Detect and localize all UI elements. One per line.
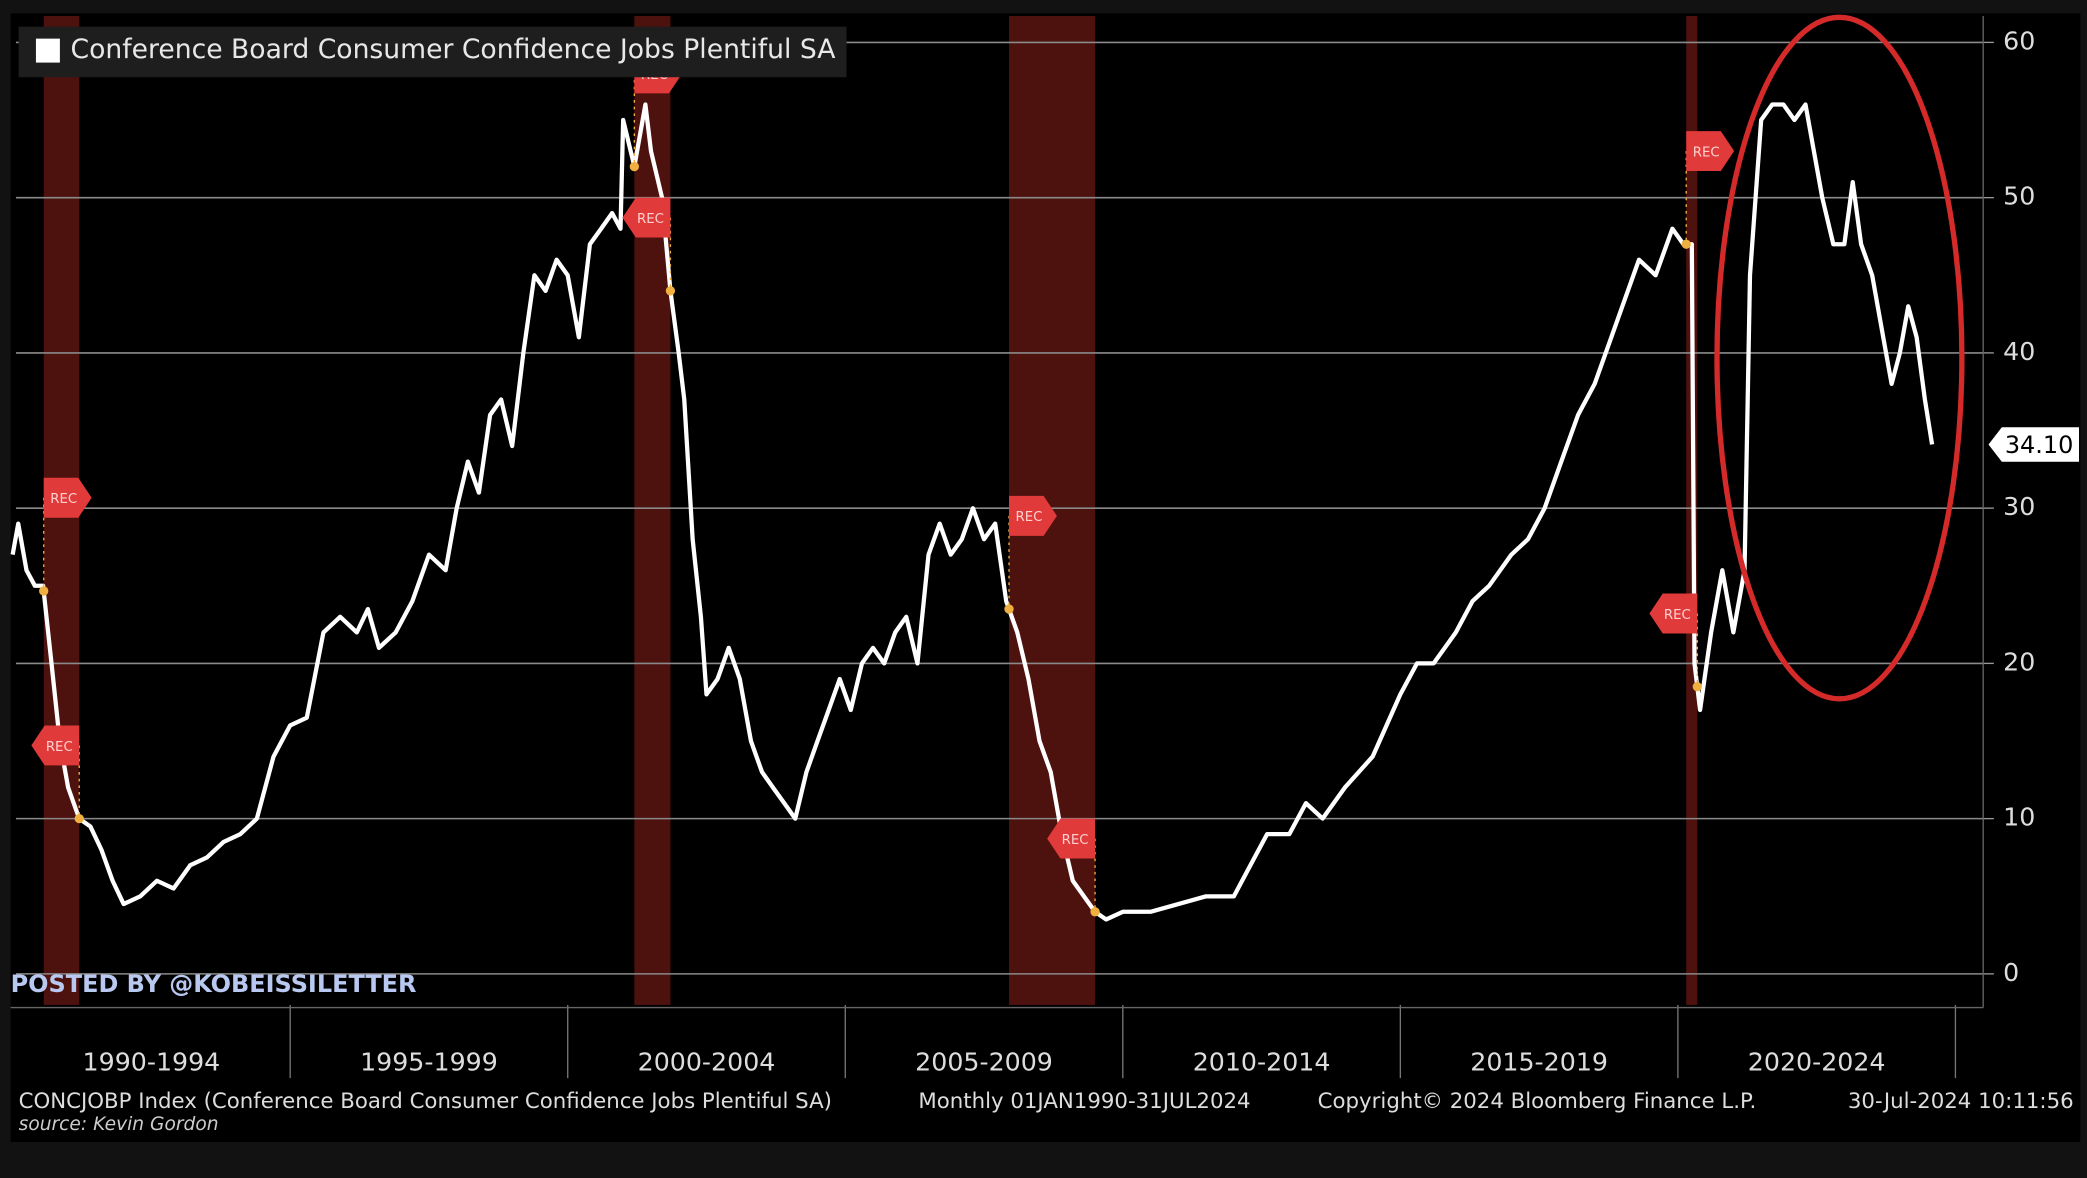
grid: [15, 41, 1994, 1079]
x-tick-label: 2005-2009: [915, 1047, 1053, 1076]
recession-point: [629, 161, 639, 172]
footer-index: CONCJOBP Index (Conference Board Consume…: [19, 1089, 832, 1114]
recession-point: [74, 813, 84, 824]
y-tick-label: 60: [2003, 26, 2035, 55]
x-tick-label: 2010-2014: [1193, 1047, 1331, 1076]
footer-source: source: Kevin Gordon: [19, 1114, 219, 1135]
watermark: POSTED BY @KOBEISSILETTER: [11, 970, 417, 998]
recession-flag-label: REC: [1693, 145, 1720, 160]
y-tick-label: 40: [2003, 337, 2035, 366]
recession-point: [1692, 682, 1702, 692]
highlight-ellipse: [1714, 14, 1965, 702]
recession-flag: [43, 477, 92, 518]
legend-box: [18, 26, 847, 78]
recession-flag: [1047, 818, 1096, 859]
series: [10, 102, 1935, 922]
legend-swatch: [35, 38, 60, 63]
recession-band: [634, 16, 671, 1005]
recession-point: [1681, 239, 1691, 249]
last-value-label: 34.10: [2005, 431, 2074, 459]
y-tick-label: 30: [2003, 492, 2035, 521]
y-tick-label: 0: [2003, 958, 2019, 987]
footer-timestamp: 30-Jul-2024 10:11:56: [1848, 1089, 2074, 1114]
recession-flag: [1649, 593, 1698, 634]
recession-flag-label: REC: [1062, 833, 1089, 848]
recession-flag-label: REC: [1016, 510, 1043, 525]
x-tick-label: 2000-2004: [638, 1047, 776, 1076]
data-line: [10, 102, 1935, 922]
recession-markers: RECRECRECRECRECRECRECREC: [31, 53, 1735, 917]
x-tick-label: 1990-1994: [83, 1047, 221, 1076]
legend-label: Conference Board Consumer Confidence Job…: [71, 34, 836, 65]
recession-point: [1090, 907, 1100, 917]
recession-flag-label: REC: [46, 740, 73, 755]
recession-point: [1004, 604, 1014, 614]
y-tick-label: 20: [2003, 647, 2035, 676]
recession-point: [39, 586, 49, 596]
recession-flag: [1686, 131, 1735, 172]
recession-flag-label: REC: [1664, 608, 1691, 623]
y-tick-label: 10: [2003, 803, 2035, 832]
recession-flag-label: REC: [50, 492, 77, 507]
recession-flag: [31, 725, 80, 766]
footer-range: Monthly 01JAN1990-31JUL2024: [918, 1089, 1250, 1114]
x-tick-label: 2020-2024: [1748, 1047, 1886, 1076]
recession-flag: [1009, 495, 1057, 536]
recession-flag-label: REC: [637, 212, 664, 227]
recession-point: [665, 286, 676, 296]
last-value-tag: [1988, 427, 2080, 462]
footer-copyright: Copyright© 2024 Bloomberg Finance L.P.: [1318, 1089, 1757, 1114]
y-tick-label: 50: [2003, 182, 2035, 211]
recession-flag: [622, 197, 671, 238]
x-tick-label: 2015-2019: [1470, 1047, 1608, 1076]
x-tick-label: 1995-1999: [360, 1047, 498, 1076]
